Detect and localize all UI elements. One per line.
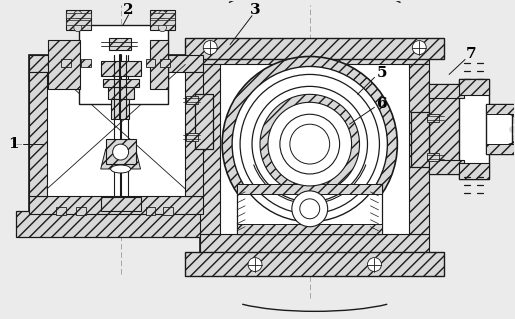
Bar bbox=[186, 96, 198, 104]
Circle shape bbox=[260, 94, 359, 194]
Bar bbox=[108, 87, 133, 99]
Bar bbox=[102, 79, 139, 87]
Circle shape bbox=[300, 199, 320, 219]
Bar bbox=[486, 144, 514, 154]
Bar bbox=[66, 10, 91, 30]
Bar bbox=[186, 133, 198, 141]
Bar bbox=[486, 104, 514, 114]
Bar bbox=[200, 45, 429, 254]
Circle shape bbox=[159, 24, 166, 32]
Circle shape bbox=[413, 41, 426, 55]
Bar bbox=[185, 38, 444, 60]
Circle shape bbox=[159, 11, 166, 19]
Bar bbox=[459, 163, 489, 179]
Bar bbox=[106, 139, 135, 164]
Circle shape bbox=[268, 102, 352, 186]
Bar bbox=[61, 60, 71, 67]
Circle shape bbox=[252, 86, 368, 202]
Bar bbox=[237, 184, 383, 194]
Text: 3: 3 bbox=[250, 3, 260, 17]
Bar bbox=[101, 197, 141, 211]
Bar bbox=[161, 60, 170, 67]
Bar bbox=[185, 72, 203, 196]
Bar bbox=[411, 112, 429, 167]
Bar bbox=[66, 13, 91, 18]
Circle shape bbox=[280, 114, 339, 174]
Bar bbox=[163, 207, 174, 215]
Bar bbox=[200, 64, 220, 234]
Bar bbox=[150, 10, 176, 30]
Bar bbox=[200, 234, 429, 254]
Bar bbox=[486, 104, 514, 154]
Bar bbox=[81, 60, 91, 67]
Circle shape bbox=[222, 56, 398, 232]
Bar bbox=[29, 72, 47, 196]
Text: 5: 5 bbox=[377, 66, 388, 80]
Bar bbox=[56, 207, 66, 215]
Bar bbox=[459, 79, 489, 95]
Text: 6: 6 bbox=[377, 97, 388, 111]
Bar bbox=[101, 62, 141, 77]
Bar bbox=[185, 252, 444, 277]
Bar bbox=[66, 20, 91, 25]
Circle shape bbox=[292, 191, 328, 227]
Bar bbox=[150, 13, 176, 18]
Bar bbox=[459, 79, 489, 179]
Bar bbox=[29, 55, 203, 214]
Circle shape bbox=[203, 41, 217, 55]
Circle shape bbox=[290, 124, 330, 164]
Bar bbox=[16, 211, 215, 237]
Circle shape bbox=[240, 74, 380, 214]
Circle shape bbox=[248, 257, 262, 271]
Bar bbox=[111, 99, 129, 119]
Text: 1: 1 bbox=[8, 137, 19, 151]
Text: 2: 2 bbox=[123, 3, 134, 17]
Bar bbox=[79, 25, 168, 104]
Bar bbox=[429, 85, 464, 174]
Bar bbox=[409, 64, 429, 234]
Bar bbox=[29, 196, 203, 214]
Circle shape bbox=[113, 144, 129, 160]
Bar bbox=[146, 60, 156, 67]
Circle shape bbox=[232, 66, 387, 222]
Bar bbox=[29, 55, 203, 72]
Circle shape bbox=[74, 11, 82, 19]
Ellipse shape bbox=[111, 165, 131, 173]
Bar bbox=[109, 38, 131, 49]
Circle shape bbox=[368, 257, 382, 271]
Bar bbox=[146, 207, 156, 215]
Polygon shape bbox=[101, 149, 141, 169]
Bar bbox=[237, 184, 383, 234]
Bar bbox=[76, 207, 86, 215]
Bar bbox=[427, 114, 439, 122]
Bar bbox=[150, 40, 168, 89]
Bar bbox=[429, 160, 464, 174]
Bar bbox=[427, 153, 439, 161]
Bar bbox=[48, 40, 80, 89]
Bar bbox=[195, 94, 213, 149]
Circle shape bbox=[74, 24, 82, 32]
Bar bbox=[150, 20, 176, 25]
Bar bbox=[429, 85, 464, 98]
Bar bbox=[237, 224, 383, 234]
Text: 7: 7 bbox=[466, 47, 476, 61]
Bar bbox=[200, 45, 429, 64]
